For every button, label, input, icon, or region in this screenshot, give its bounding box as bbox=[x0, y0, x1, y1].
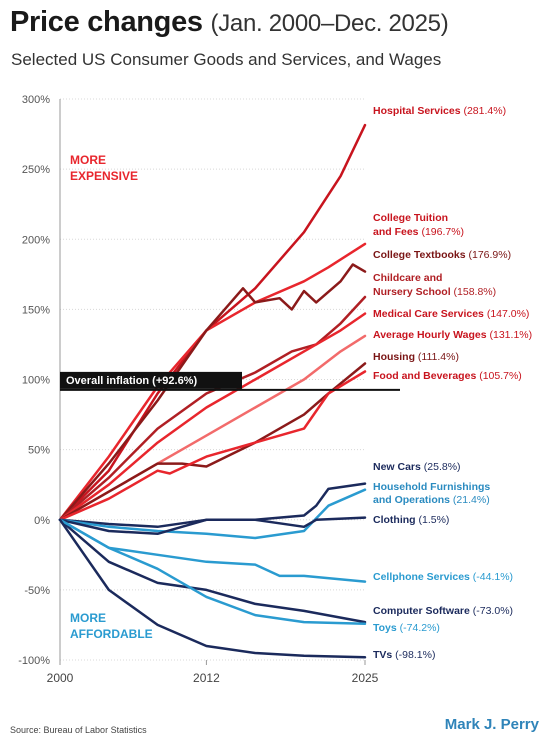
series-lines bbox=[58, 123, 367, 659]
series-line-college-textbooks bbox=[58, 263, 367, 522]
chart-title: Price changes (Jan. 2000–Dec. 2025) bbox=[10, 6, 449, 39]
series-label-medical-care-services: Medical Care Services (147.0%) bbox=[373, 308, 529, 320]
series-line-food-and-beverages bbox=[58, 370, 367, 522]
author-credit: Mark J. Perry bbox=[444, 716, 539, 733]
y-tick-label: 250% bbox=[22, 164, 50, 176]
series-label-cellphone-services: Cellphone Services (-44.1%) bbox=[373, 571, 513, 583]
x-axis-tick-labels: 2000 2012 2025 bbox=[47, 671, 379, 685]
title-main: Price changes bbox=[10, 6, 203, 38]
inflation-label: Overall inflation (+92.6%) bbox=[66, 375, 197, 387]
series-label-tvs: TVs (-98.1%) bbox=[373, 649, 435, 661]
series-label-clothing: Clothing (1.5%) bbox=[373, 514, 449, 526]
title-range: (Jan. 2000–Dec. 2025) bbox=[210, 10, 449, 37]
series-line-computer-software bbox=[58, 518, 367, 624]
series-label-college-tuition-and-fees: College Tuition and Fees (196.7%) bbox=[373, 212, 464, 238]
x-tick-label: 2025 bbox=[352, 671, 379, 685]
chart-subtitle: Selected US Consumer Goods and Services,… bbox=[11, 50, 442, 69]
series-label-childcare-and-nursery-school: Childcare and Nursery School (158.8%) bbox=[373, 272, 496, 298]
series-line-tvs bbox=[58, 518, 367, 659]
series-line-medical-care-services bbox=[58, 312, 367, 522]
y-tick-label: 300% bbox=[22, 94, 50, 106]
annotations: MORE EXPENSIVE MORE AFFORDABLE bbox=[70, 153, 153, 641]
series-label-computer-software: Computer Software (-73.0%) bbox=[373, 605, 513, 617]
y-tick-label: -100% bbox=[18, 655, 50, 667]
series-labels: Hospital Services (281.4%) College Tuitio… bbox=[373, 105, 532, 661]
more-affordable-label: AFFORDABLE bbox=[70, 627, 153, 641]
series-line-toys bbox=[58, 518, 367, 626]
y-tick-label: -50% bbox=[24, 585, 50, 597]
series-line-housing bbox=[58, 362, 367, 522]
series-line-household-furnishings-and-operations bbox=[58, 488, 367, 540]
x-tick-label: 2000 bbox=[47, 671, 74, 685]
y-tick-label: 100% bbox=[22, 375, 50, 387]
y-tick-label: 50% bbox=[28, 445, 50, 457]
series-line-cellphone-services bbox=[58, 518, 367, 583]
more-expensive-label: MORE bbox=[70, 153, 106, 167]
y-tick-label: 0% bbox=[34, 515, 50, 527]
series-label-new-cars: New Cars (25.8%) bbox=[373, 461, 461, 473]
x-tick-label: 2012 bbox=[193, 671, 220, 685]
series-label-food-and-beverages: Food and Beverages (105.7%) bbox=[373, 370, 522, 382]
series-line-college-tuition-and-fees bbox=[58, 242, 367, 522]
source-note: Source: Bureau of Labor Statistics bbox=[10, 725, 147, 735]
y-tick-label: 200% bbox=[22, 234, 50, 246]
series-label-housing: Housing (111.4%) bbox=[373, 351, 459, 363]
series-label-household-furnishings-and-operations: Household Furnishings and Operations (21.… bbox=[373, 481, 490, 506]
series-label-toys: Toys (-74.2%) bbox=[373, 622, 440, 634]
more-expensive-label: EXPENSIVE bbox=[70, 169, 138, 183]
inflation-marker: Overall inflation (+92.6%) bbox=[60, 371, 400, 391]
series-line-hospital-services bbox=[58, 123, 367, 522]
series-label-college-textbooks: College Textbooks (176.9%) bbox=[373, 249, 511, 261]
series-line-clothing bbox=[58, 516, 367, 536]
inflation-label-box bbox=[60, 371, 242, 389]
series-label-hospital-services: Hospital Services (281.4%) bbox=[373, 105, 506, 117]
more-affordable-label: MORE bbox=[70, 611, 106, 625]
y-axis-tick-labels: 300% 250% 200% 150% 100% 50% 0% -50% -100% bbox=[18, 94, 50, 667]
series-label-average-hourly-wages: Average Hourly Wages (131.1%) bbox=[373, 329, 532, 341]
series-line-childcare-and-nursery-school bbox=[58, 295, 367, 522]
y-tick-label: 150% bbox=[22, 304, 50, 316]
